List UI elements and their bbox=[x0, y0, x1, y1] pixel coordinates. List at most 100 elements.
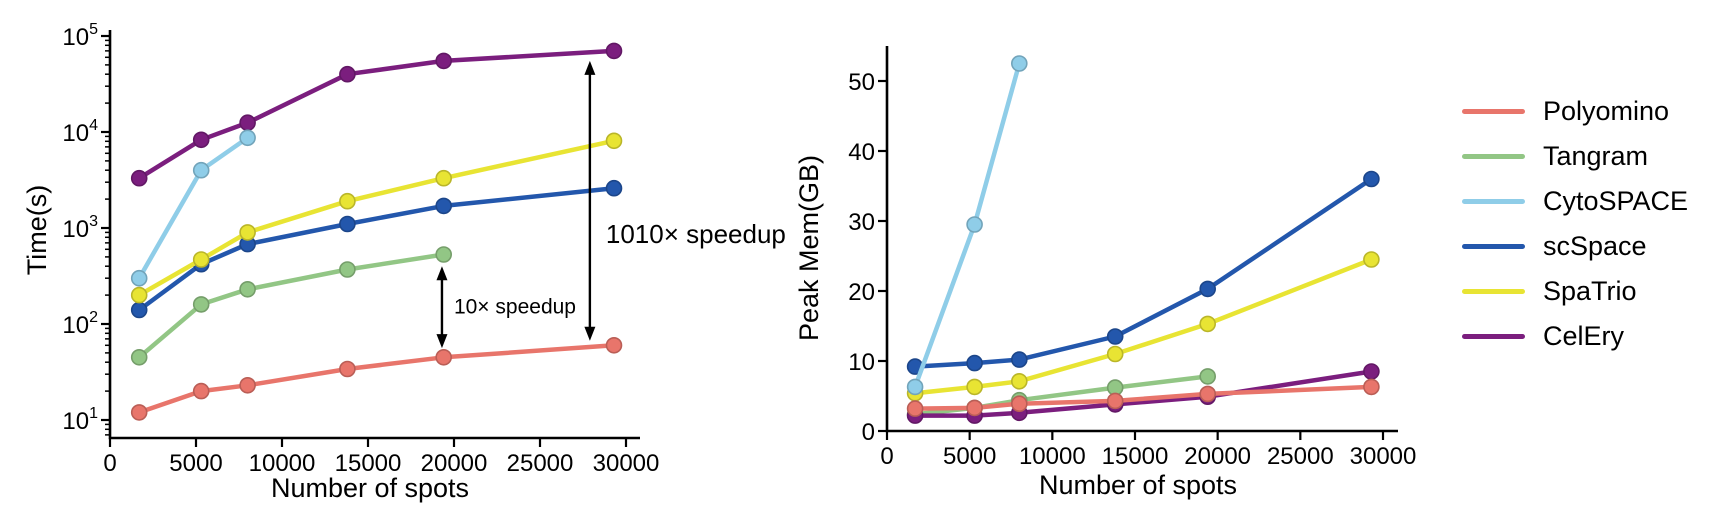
legend-swatch bbox=[1462, 109, 1525, 114]
x-tick-label: 10000 bbox=[249, 450, 316, 477]
data-point bbox=[1010, 55, 1028, 72]
legend-item-Polyomino: Polyomino bbox=[1462, 89, 1688, 134]
data-point bbox=[1010, 351, 1028, 368]
data-point bbox=[130, 404, 148, 421]
x-tick-label: 5000 bbox=[169, 450, 222, 477]
data-point bbox=[966, 216, 983, 233]
data-point bbox=[906, 400, 924, 417]
data-point bbox=[1010, 372, 1028, 390]
series-line bbox=[912, 384, 1374, 411]
x-tick-label: 15000 bbox=[335, 450, 402, 477]
x-axis-title: Number of spots bbox=[271, 473, 469, 503]
legend-label: CytoSPACE bbox=[1543, 186, 1689, 216]
y-tick-label: 50 bbox=[848, 69, 875, 96]
axis-spine bbox=[885, 46, 1398, 433]
data-point bbox=[966, 354, 983, 372]
data-point bbox=[605, 336, 623, 354]
data-point bbox=[1363, 251, 1380, 268]
series-CytoSPACE bbox=[130, 129, 256, 287]
legend: Polyomino Tangram CytoSPACE scSpace SpaTrio C… bbox=[1462, 89, 1688, 359]
series-line bbox=[136, 343, 617, 415]
time-chart: 0 5000 10000 15000 20000 25000 30000 101 102 103 1… bbox=[22, 21, 786, 503]
data-point bbox=[435, 246, 453, 263]
y-tick-label: 0 bbox=[862, 419, 875, 446]
data-point bbox=[239, 224, 256, 241]
x-tick-label: 20000 bbox=[1184, 443, 1251, 470]
data-point bbox=[339, 215, 356, 233]
x-tick-label: 30000 bbox=[593, 450, 660, 477]
data-point bbox=[1199, 368, 1216, 385]
data-point bbox=[130, 169, 148, 187]
annotation-label: 1010× speedup bbox=[606, 219, 786, 249]
legend-swatch bbox=[1462, 244, 1525, 249]
series-line bbox=[136, 185, 617, 313]
y-tick-label: 30 bbox=[848, 209, 875, 236]
x-tick-label: 0 bbox=[880, 443, 893, 470]
y-tick-label: 104 bbox=[62, 117, 98, 147]
data-point bbox=[1199, 385, 1216, 403]
y-axis-title: Peak Mem(GB) bbox=[794, 155, 824, 341]
data-point bbox=[192, 161, 210, 179]
series-CytoSPACE bbox=[906, 55, 1028, 396]
legend-label: CelEry bbox=[1543, 321, 1625, 351]
data-point bbox=[1199, 280, 1216, 298]
y-tick-label: 103 bbox=[62, 213, 98, 243]
y-axis-title: Time(s) bbox=[22, 185, 52, 275]
series-Tangram bbox=[130, 246, 453, 366]
annotation: 10× speedup bbox=[436, 266, 576, 349]
legend-swatch bbox=[1462, 199, 1525, 204]
x-tick-label: 15000 bbox=[1102, 443, 1169, 470]
memory-chart: 0 5000 10000 15000 20000 25000 30000 0 10 20 30 40 5… bbox=[794, 46, 1416, 500]
data-point bbox=[239, 129, 256, 147]
legend-swatch bbox=[1462, 154, 1525, 159]
data-point bbox=[239, 114, 256, 131]
x-tick-label: 30000 bbox=[1350, 443, 1417, 470]
data-point bbox=[1199, 315, 1216, 333]
data-point bbox=[130, 301, 148, 319]
data-point bbox=[1106, 392, 1124, 410]
legend-label: Tangram bbox=[1543, 141, 1649, 171]
x-axis-title: Number of spots bbox=[1039, 470, 1237, 500]
data-point bbox=[1363, 170, 1380, 188]
legend-swatch bbox=[1462, 289, 1525, 294]
legend-label: scSpace bbox=[1543, 231, 1647, 261]
series-line bbox=[136, 138, 617, 298]
legend-swatch bbox=[1462, 334, 1525, 339]
annotation: 1010× speedup bbox=[584, 60, 786, 341]
data-point bbox=[605, 179, 623, 197]
legend-item-Tangram: Tangram bbox=[1462, 134, 1688, 179]
data-point bbox=[192, 251, 210, 268]
y-tick-label: 102 bbox=[62, 309, 98, 339]
data-point bbox=[605, 132, 623, 150]
series-line bbox=[912, 176, 1374, 369]
y-tick-label: 10 bbox=[848, 349, 875, 376]
data-point bbox=[239, 376, 256, 394]
data-point bbox=[130, 348, 148, 366]
data-point bbox=[239, 280, 256, 298]
legend-label: Polyomino bbox=[1543, 96, 1670, 126]
y-tick-label: 20 bbox=[848, 279, 875, 306]
axis-spine bbox=[108, 30, 640, 440]
series-CelEry bbox=[130, 42, 623, 187]
series-scSpace bbox=[906, 170, 1380, 375]
x-tick-label: 25000 bbox=[1267, 443, 1334, 470]
data-point bbox=[339, 65, 356, 83]
data-point bbox=[130, 269, 148, 287]
x-tick-label: 20000 bbox=[421, 450, 488, 477]
data-point bbox=[192, 296, 210, 313]
data-point bbox=[1363, 363, 1380, 380]
y-tick-label: 101 bbox=[62, 405, 98, 435]
data-point bbox=[339, 192, 356, 210]
annotation-label: 10× speedup bbox=[454, 296, 576, 319]
data-point bbox=[966, 378, 983, 396]
x-tick-label: 0 bbox=[103, 450, 116, 477]
arrowhead-up-icon bbox=[436, 266, 448, 281]
arrowhead-down-icon bbox=[584, 326, 596, 341]
x-tick-label: 10000 bbox=[1019, 443, 1086, 470]
series-SpaTrio bbox=[906, 251, 1380, 402]
data-point bbox=[192, 131, 210, 149]
series-line bbox=[136, 48, 617, 181]
data-point bbox=[339, 360, 356, 378]
